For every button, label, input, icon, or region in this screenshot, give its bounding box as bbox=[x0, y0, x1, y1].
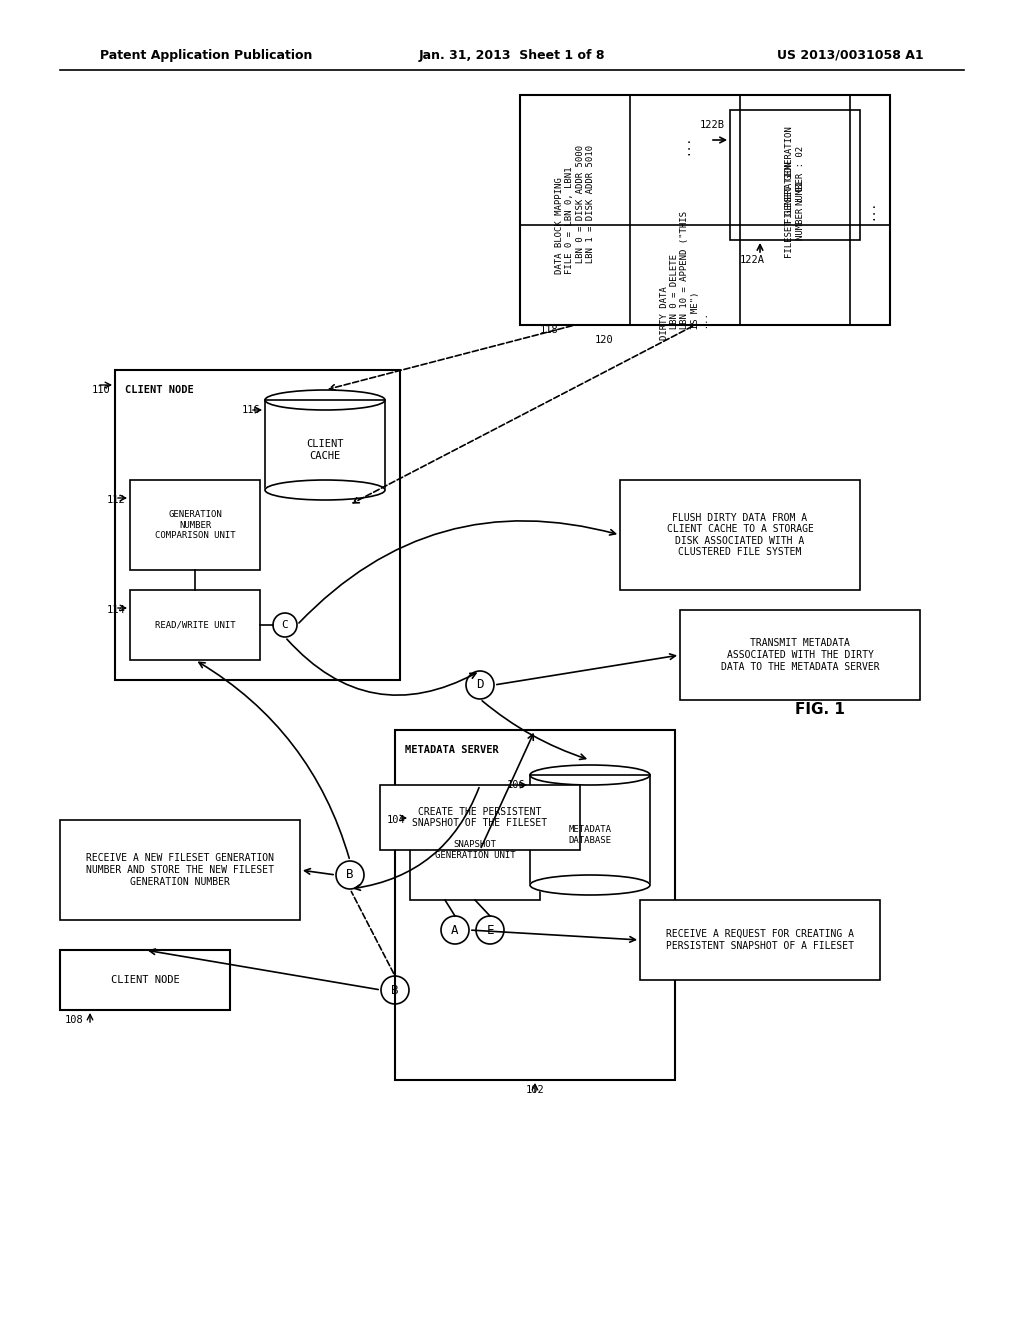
Text: FIG. 1: FIG. 1 bbox=[795, 702, 845, 718]
Text: 114: 114 bbox=[106, 605, 125, 615]
Text: FILESET GENERATION
NUMBER : 02: FILESET GENERATION NUMBER : 02 bbox=[785, 127, 805, 223]
Text: METADATA
DATABASE: METADATA DATABASE bbox=[568, 825, 611, 845]
Bar bbox=[130, 590, 260, 660]
Bar bbox=[620, 480, 860, 590]
Bar bbox=[60, 820, 300, 920]
Text: 110: 110 bbox=[91, 385, 110, 395]
Text: DIRTY DATA
  LBN 0 = DELETE
  LBN 10 = APPEND ("THIS
  IS ME")
  ...: DIRTY DATA LBN 0 = DELETE LBN 10 = APPEN… bbox=[659, 210, 711, 339]
Text: B: B bbox=[346, 869, 353, 882]
Text: 122B: 122B bbox=[700, 120, 725, 129]
Text: FILESET GENERATION
NUMBER : 01: FILESET GENERATION NUMBER : 01 bbox=[785, 161, 805, 259]
Bar bbox=[115, 370, 400, 680]
Ellipse shape bbox=[530, 875, 650, 895]
Text: READ/WRITE UNIT: READ/WRITE UNIT bbox=[155, 620, 236, 630]
Text: DATA BLOCK MAPPING
FILE 0 = LBN 0, LBN1
  LBN 0 = DISK ADDR 5000
  LBN 1 = DISK : DATA BLOCK MAPPING FILE 0 = LBN 0, LBN1 … bbox=[555, 145, 595, 275]
Text: FLUSH DIRTY DATA FROM A
CLIENT CACHE TO A STORAGE
DISK ASSOCIATED WITH A
CLUSTER: FLUSH DIRTY DATA FROM A CLIENT CACHE TO … bbox=[667, 512, 813, 557]
Text: RECEIVE A REQUEST FOR CREATING A
PERSISTENT SNAPSHOT OF A FILESET: RECEIVE A REQUEST FOR CREATING A PERSIST… bbox=[666, 929, 854, 950]
Text: 108: 108 bbox=[65, 1015, 84, 1026]
Text: CLIENT NODE: CLIENT NODE bbox=[111, 975, 179, 985]
Bar bbox=[395, 730, 675, 1080]
Text: 112: 112 bbox=[106, 495, 125, 506]
Text: TRANSMIT METADATA
ASSOCIATED WITH THE DIRTY
DATA TO THE METADATA SERVER: TRANSMIT METADATA ASSOCIATED WITH THE DI… bbox=[721, 639, 880, 672]
Text: E: E bbox=[486, 924, 494, 936]
Text: 104: 104 bbox=[386, 814, 406, 825]
Bar bbox=[410, 800, 540, 900]
Bar bbox=[730, 110, 860, 240]
Ellipse shape bbox=[265, 480, 385, 500]
Text: 122A: 122A bbox=[740, 255, 765, 265]
Text: ...: ... bbox=[865, 199, 874, 220]
Text: CREATE THE PERSISTENT
SNAPSHOT OF THE FILESET: CREATE THE PERSISTENT SNAPSHOT OF THE FI… bbox=[413, 807, 548, 829]
Text: C: C bbox=[282, 620, 289, 630]
Bar bbox=[265, 400, 385, 490]
Bar bbox=[60, 950, 230, 1010]
Text: 106: 106 bbox=[506, 780, 525, 789]
Text: US 2013/0031058 A1: US 2013/0031058 A1 bbox=[777, 49, 924, 62]
Bar bbox=[530, 775, 650, 884]
Text: CLIENT
CACHE: CLIENT CACHE bbox=[306, 440, 344, 461]
Text: ...: ... bbox=[680, 135, 690, 156]
Text: 120: 120 bbox=[595, 335, 613, 345]
Bar bbox=[640, 900, 880, 979]
Text: B: B bbox=[391, 983, 398, 997]
Text: GENERATION
NUMBER
COMPARISON UNIT: GENERATION NUMBER COMPARISON UNIT bbox=[155, 510, 236, 540]
Text: D: D bbox=[476, 678, 483, 692]
Bar bbox=[520, 95, 890, 325]
Text: A: A bbox=[452, 924, 459, 936]
Bar bbox=[380, 785, 580, 850]
Text: Jan. 31, 2013  Sheet 1 of 8: Jan. 31, 2013 Sheet 1 of 8 bbox=[419, 49, 605, 62]
Text: 102: 102 bbox=[525, 1085, 545, 1096]
Text: Patent Application Publication: Patent Application Publication bbox=[100, 49, 312, 62]
Text: 118: 118 bbox=[540, 325, 559, 335]
Text: CLIENT NODE: CLIENT NODE bbox=[125, 385, 194, 395]
Text: METADATA SERVER: METADATA SERVER bbox=[406, 744, 499, 755]
Bar bbox=[680, 610, 920, 700]
Text: 116: 116 bbox=[242, 405, 260, 414]
Text: SNAPSHOT
GENERATION UNIT: SNAPSHOT GENERATION UNIT bbox=[434, 841, 515, 859]
Text: RECEIVE A NEW FILESET GENERATION
NUMBER AND STORE THE NEW FILESET
GENERATION NUM: RECEIVE A NEW FILESET GENERATION NUMBER … bbox=[86, 854, 274, 887]
Bar bbox=[130, 480, 260, 570]
